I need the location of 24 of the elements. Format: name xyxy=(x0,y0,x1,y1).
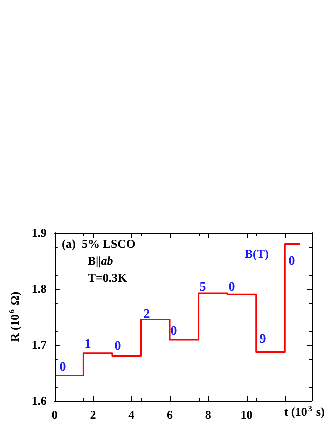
annotation: 0 xyxy=(114,338,122,353)
x-tick-label: 6 xyxy=(167,408,174,422)
annotation: 1 xyxy=(84,336,92,351)
annotation: 0 xyxy=(228,279,236,294)
x-tick-label: 0 xyxy=(52,408,58,422)
x-tick-label: 4 xyxy=(128,408,135,422)
annotation: 0 xyxy=(288,253,296,268)
annotation: 5 xyxy=(200,279,207,294)
annotation: (a) 5% LSCO xyxy=(62,237,136,251)
annotation: B(T) xyxy=(245,247,270,261)
y-tick-label: 1.9 xyxy=(32,226,47,240)
y-tick-label: 1.7 xyxy=(32,338,47,352)
y-tick-label: 1.8 xyxy=(32,282,47,296)
annotation: 0 xyxy=(60,359,66,374)
y-axis-title: R (106 Ω) xyxy=(8,292,22,342)
x-tick-label: 10 xyxy=(240,408,253,422)
x-tick-label: 2 xyxy=(90,408,96,422)
y-tick-label: 1.6 xyxy=(32,394,47,408)
annotation: B||ab xyxy=(88,254,114,268)
x-tick-label: 8 xyxy=(205,408,212,422)
annotation: 2 xyxy=(144,306,150,321)
annotation: 0 xyxy=(170,323,178,338)
annotation: T=0.3K xyxy=(88,271,128,285)
annotation: 9 xyxy=(260,331,267,346)
